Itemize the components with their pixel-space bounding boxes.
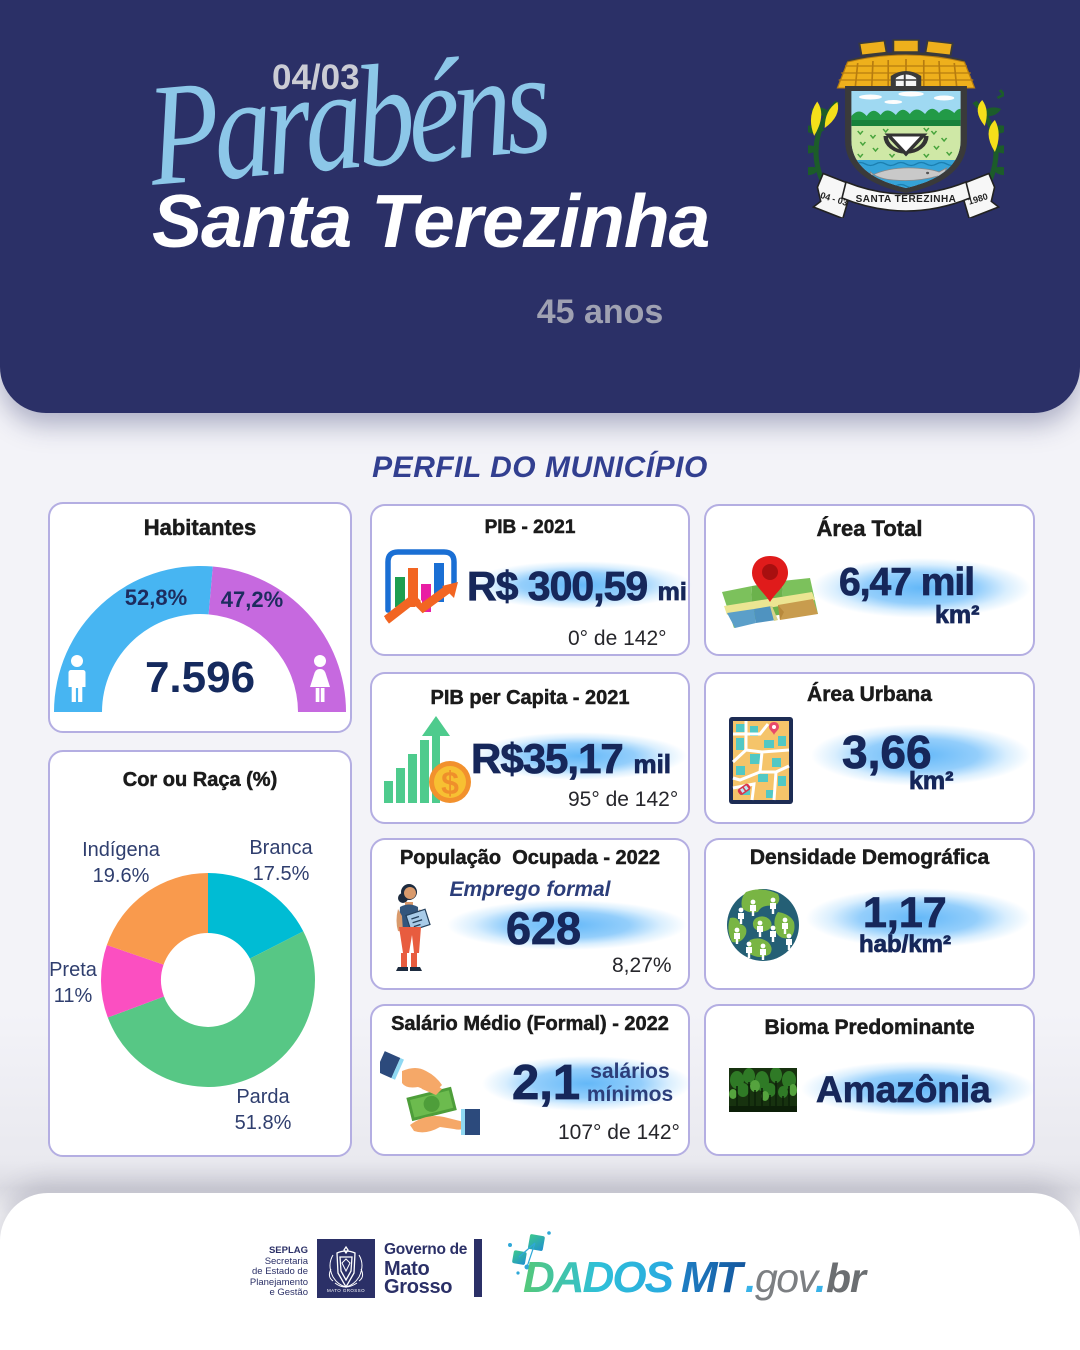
svg-text:.: .: [745, 1255, 754, 1301]
svg-text:17.5%: 17.5%: [253, 863, 310, 885]
svg-text:Branca: Branca: [249, 837, 313, 859]
svg-text:Indígena: Indígena: [82, 839, 161, 861]
svg-text:11%: 11%: [54, 985, 93, 1007]
svg-text:$: $: [441, 765, 459, 801]
svg-text:7.596: 7.596: [145, 653, 255, 702]
svg-text:MT: MT: [681, 1253, 746, 1302]
svg-text:SANTA TEREZINHA: SANTA TEREZINHA: [856, 194, 957, 205]
svg-text:51.8%: 51.8%: [235, 1112, 292, 1134]
svg-text:MATO GROSSO: MATO GROSSO: [327, 1288, 365, 1293]
svg-text:.: .: [815, 1255, 824, 1301]
svg-text:Preta: Preta: [50, 959, 98, 981]
svg-text:gov: gov: [755, 1255, 821, 1301]
svg-text:52,8%: 52,8%: [125, 585, 187, 610]
svg-text:Parda: Parda: [236, 1086, 290, 1108]
svg-text:19.6%: 19.6%: [93, 865, 150, 887]
svg-text:47,2%: 47,2%: [221, 587, 283, 612]
svg-text:br: br: [826, 1255, 868, 1301]
svg-text:DADOS: DADOS: [523, 1253, 674, 1302]
